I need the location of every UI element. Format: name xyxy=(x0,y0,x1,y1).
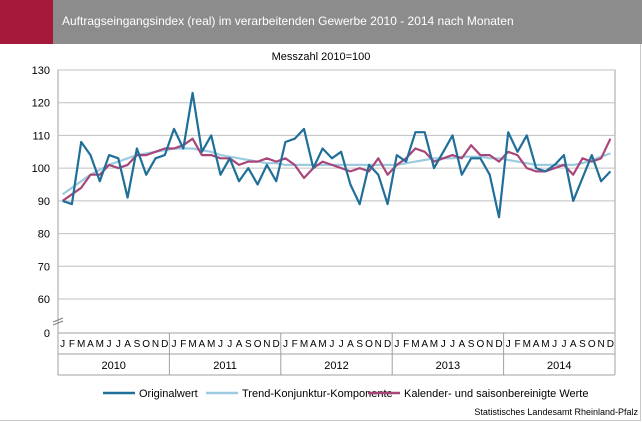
x-month-label: A xyxy=(458,339,465,350)
x-month-label: D xyxy=(384,339,391,350)
x-month-label: J xyxy=(339,339,344,350)
series-line-0 xyxy=(62,91,612,219)
x-month-label: D xyxy=(495,339,502,350)
chart-frame xyxy=(0,44,641,421)
x-month-label: J xyxy=(283,339,288,350)
x-month-label: F xyxy=(292,339,298,350)
x-month-label: O xyxy=(477,339,485,350)
x-month-label: S xyxy=(579,339,586,350)
x-month-label: N xyxy=(486,339,493,350)
y-tick-label: 130 xyxy=(32,65,50,77)
x-year-label: 2012 xyxy=(324,360,348,372)
x-year-label: 2014 xyxy=(547,360,571,372)
source-note: Statistisches Landesamt Rheinland-Pfalz xyxy=(474,407,638,417)
x-month-label: M xyxy=(77,339,85,350)
plot-area xyxy=(57,69,616,334)
y-tick-label: 60 xyxy=(38,294,50,306)
series-line-2 xyxy=(61,137,612,202)
x-month-label: J xyxy=(394,339,399,350)
x-month-label: N xyxy=(263,339,270,350)
x-month-label: O xyxy=(365,339,373,350)
x-month-label: M xyxy=(430,339,438,350)
y-tick-label: 110 xyxy=(32,130,50,142)
y-tick-label: 80 xyxy=(38,229,50,241)
x-month-label: S xyxy=(356,339,363,350)
x-month-label: O xyxy=(588,339,596,350)
x-month-label: A xyxy=(570,339,577,350)
brand-accent xyxy=(0,0,53,44)
x-month-label: F xyxy=(514,339,520,350)
x-year-label: 2013 xyxy=(436,360,460,372)
x-month-label: M xyxy=(300,339,308,350)
axis-break-mark xyxy=(52,317,64,326)
x-month-label: D xyxy=(273,339,280,350)
x-month-label: F xyxy=(180,339,186,350)
x-month-label: D xyxy=(161,339,168,350)
x-month-label: A xyxy=(199,339,206,350)
x-month-label: J xyxy=(552,339,557,350)
x-month-label: A xyxy=(236,339,243,350)
x-month-label: M xyxy=(541,339,549,350)
x-month-label: N xyxy=(597,339,604,350)
x-month-label: A xyxy=(87,339,94,350)
x-month-label: J xyxy=(218,339,223,350)
x-month-label: A xyxy=(310,339,317,350)
x-month-label: A xyxy=(421,339,428,350)
x-month-label: J xyxy=(329,339,334,350)
x-month-label: A xyxy=(124,339,131,350)
x-month-label: O xyxy=(254,339,262,350)
x-month-label: N xyxy=(152,339,159,350)
x-month-label: S xyxy=(245,339,252,350)
y-tick-label: 90 xyxy=(38,196,50,208)
x-month-label: M xyxy=(411,339,419,350)
x-month-label: M xyxy=(188,339,196,350)
y-tick-label: 100 xyxy=(32,163,50,175)
x-month-label: M xyxy=(207,339,215,350)
x-month-label: M xyxy=(96,339,104,350)
legend-label: Trend-Konjunktur-Komponente xyxy=(242,388,393,400)
chart-subtitle: Messzahl 2010=100 xyxy=(271,51,371,63)
y-tick-label: 0 xyxy=(44,328,50,340)
x-month-label: J xyxy=(60,339,65,350)
x-month-label: F xyxy=(403,339,409,350)
x-year-label: 2011 xyxy=(213,360,237,372)
x-month-label: J xyxy=(107,339,112,350)
x-month-label: J xyxy=(561,339,566,350)
x-month-label: J xyxy=(227,339,232,350)
x-month-label: J xyxy=(441,339,446,350)
x-month-label: M xyxy=(318,339,326,350)
x-month-label: A xyxy=(533,339,540,350)
x-month-label: J xyxy=(506,339,511,350)
x-month-label: J xyxy=(172,339,177,350)
legend-label: Originalwert xyxy=(139,388,198,400)
x-month-label: J xyxy=(450,339,455,350)
x-month-label: F xyxy=(69,339,75,350)
x-month-label: O xyxy=(142,339,150,350)
header-bar: Auftragseingangsindex (real) im verarbei… xyxy=(0,0,642,44)
x-month-label: J xyxy=(116,339,121,350)
y-tick-label: 70 xyxy=(38,261,50,273)
x-month-label: S xyxy=(134,339,141,350)
x-month-label: N xyxy=(375,339,382,350)
x-month-label: A xyxy=(347,339,354,350)
x-month-label: M xyxy=(523,339,531,350)
x-year-label: 2010 xyxy=(101,360,125,372)
legend-label: Kalender- und saisonbereinigte Werte xyxy=(404,388,588,400)
y-tick-label: 120 xyxy=(32,98,50,110)
x-month-label: D xyxy=(607,339,614,350)
chart-title: Auftragseingangsindex (real) im verarbei… xyxy=(62,14,514,28)
x-month-label: S xyxy=(468,339,475,350)
